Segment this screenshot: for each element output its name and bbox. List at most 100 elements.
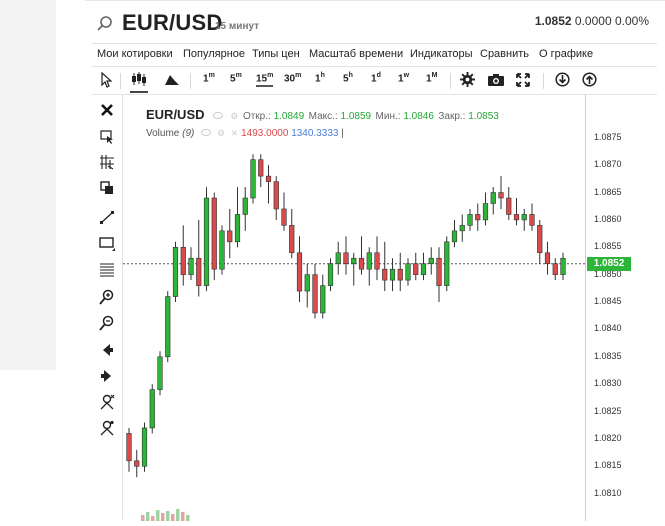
- volume-ma-value: 1340.3333: [291, 128, 339, 139]
- high-label: Макс.:: [308, 111, 338, 122]
- candle: [149, 384, 155, 434]
- search-icon[interactable]: [96, 15, 114, 33]
- open-label: Откр.:: [242, 111, 271, 122]
- candle-body: [289, 225, 295, 254]
- candle-body: [537, 225, 543, 254]
- tf-5m[interactable]: 5m: [230, 72, 242, 84]
- candle-body: [250, 159, 256, 199]
- candle: [289, 208, 295, 259]
- candle: [165, 291, 171, 363]
- fullscreen-icon[interactable]: [516, 73, 530, 87]
- candle: [382, 241, 388, 292]
- candle: [242, 187, 248, 231]
- zoom-out-icon[interactable]: [99, 315, 115, 331]
- candles-icon[interactable]: [130, 71, 148, 87]
- toolbar-separator: [543, 73, 544, 89]
- select-area-icon[interactable]: [99, 128, 115, 144]
- tf-5h[interactable]: 5h: [343, 72, 353, 84]
- menu-timescale[interactable]: Масштаб времени: [309, 48, 404, 60]
- tf-1w[interactable]: 1w: [398, 72, 409, 84]
- tf-1m[interactable]: 1m: [203, 72, 215, 84]
- candle-body: [467, 214, 473, 226]
- price-axis[interactable]: 1.0875 1.0870 1.0865 1.0860 1.0855 1.0850 1.08…: [585, 94, 646, 521]
- candle: [250, 154, 256, 204]
- tf-5m-num: 5: [230, 73, 236, 85]
- cursor-icon[interactable]: [100, 72, 112, 88]
- volume-bar: [176, 509, 180, 521]
- candle-body: [529, 214, 535, 226]
- last-price: 1.0852: [534, 14, 572, 28]
- volume-label: Volume: [146, 128, 180, 139]
- candle-body: [188, 257, 194, 275]
- lock-drawing-icon[interactable]: [99, 420, 115, 436]
- candle: [513, 198, 520, 226]
- menu-popular[interactable]: Популярное: [183, 48, 246, 60]
- candle-body: [374, 252, 380, 270]
- price-tick-label: 1.0870: [594, 159, 622, 170]
- menu-compare[interactable]: Сравнить: [480, 48, 530, 60]
- menu-indicators[interactable]: Индикаторы: [410, 48, 473, 60]
- rectangle-icon[interactable]: [99, 235, 115, 251]
- menu-about-chart[interactable]: О графике: [539, 48, 594, 60]
- fibonacci-icon[interactable]: [99, 261, 115, 277]
- tf-5h-unit: h: [348, 72, 353, 79]
- candle: [296, 236, 303, 303]
- candle: [203, 187, 210, 292]
- candle-body: [436, 257, 442, 286]
- tf-1M[interactable]: 1M: [426, 72, 437, 84]
- candle: [273, 176, 279, 220]
- candle: [544, 241, 551, 275]
- visibility-icon[interactable]: [212, 112, 223, 119]
- candle-body: [196, 257, 202, 286]
- close-icon[interactable]: [99, 102, 115, 118]
- candle-body: [552, 263, 558, 275]
- zoom-in-icon[interactable]: [99, 289, 115, 305]
- volume-remove-icon[interactable]: ✕: [230, 128, 239, 138]
- menu-price-types[interactable]: Типы цен: [252, 48, 300, 60]
- tf-1d[interactable]: 1d: [371, 72, 381, 84]
- price-tick-label: 1.0845: [594, 296, 622, 307]
- legend-high: Макс.: 1.0859: [309, 111, 371, 122]
- tf-30m[interactable]: 30m: [284, 72, 301, 84]
- tf-1M-num: 1: [426, 73, 432, 85]
- candle: [351, 252, 357, 286]
- candle: [405, 258, 411, 286]
- volume-value: 1493.0000: [241, 128, 289, 139]
- price-change: 0.0000: [574, 14, 612, 28]
- chart-area[interactable]: [123, 94, 585, 521]
- gear-icon[interactable]: [460, 72, 475, 87]
- menu-my-quotes[interactable]: Мои котировки: [97, 48, 173, 60]
- crosshair-grid-icon[interactable]: [99, 154, 115, 170]
- settings-icon[interactable]: ⚙: [230, 111, 239, 121]
- candle-body: [141, 427, 148, 467]
- camera-icon[interactable]: [488, 73, 504, 86]
- volume-visibility-icon[interactable]: [201, 129, 212, 136]
- copy-icon[interactable]: [99, 180, 115, 196]
- candle: [211, 192, 217, 281]
- candle-body: [126, 433, 132, 462]
- tf-15m[interactable]: 15m: [256, 72, 274, 88]
- trend-line-icon[interactable]: [99, 209, 115, 225]
- candle-body: [366, 252, 372, 270]
- active-chart-type-marker: [130, 91, 148, 93]
- chart-toolbar: 1m 5m 15m 30m 1h 5h 1d 1w 1M: [92, 66, 657, 95]
- low-label: Мин.:: [375, 111, 401, 122]
- candle-body: [506, 197, 512, 215]
- candle: [234, 187, 241, 248]
- candle-body: [327, 263, 334, 286]
- tf-1h[interactable]: 1h: [315, 72, 325, 84]
- scroll-right-icon[interactable]: [99, 368, 115, 384]
- area-chart-icon[interactable]: [164, 72, 180, 86]
- tf-15m-num: 15: [256, 73, 268, 85]
- candle-body: [234, 214, 241, 243]
- scroll-left-icon[interactable]: [99, 342, 115, 358]
- upload-icon[interactable]: [582, 72, 597, 87]
- candle: [374, 236, 380, 281]
- candle: [343, 236, 349, 275]
- download-icon[interactable]: [555, 72, 570, 87]
- volume-settings-icon[interactable]: ⚙: [216, 128, 226, 138]
- price-tick-label: 1.0810: [594, 487, 622, 498]
- price-tick-label: 1.0820: [594, 432, 622, 443]
- candle-body: [165, 296, 171, 358]
- magnet-icon[interactable]: [99, 394, 115, 410]
